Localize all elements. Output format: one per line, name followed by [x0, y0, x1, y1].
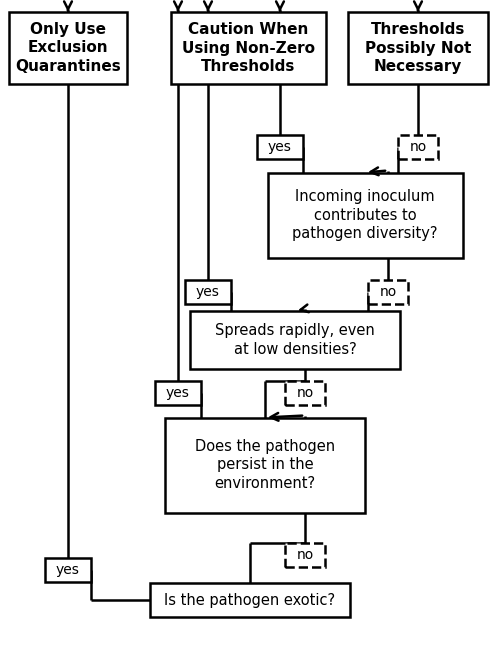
Text: Only Use
Exclusion
Quarantines: Only Use Exclusion Quarantines — [15, 22, 121, 74]
FancyBboxPatch shape — [368, 280, 408, 304]
Text: no: no — [296, 386, 314, 400]
Text: no: no — [296, 548, 314, 562]
FancyBboxPatch shape — [185, 280, 231, 304]
FancyBboxPatch shape — [398, 135, 438, 159]
Text: yes: yes — [166, 386, 190, 400]
Text: Spreads rapidly, even
at low densities?: Spreads rapidly, even at low densities? — [215, 323, 375, 357]
Text: yes: yes — [268, 140, 292, 154]
FancyBboxPatch shape — [257, 135, 303, 159]
Text: yes: yes — [56, 563, 80, 577]
FancyBboxPatch shape — [190, 311, 400, 369]
Text: Is the pathogen exotic?: Is the pathogen exotic? — [164, 593, 336, 608]
FancyBboxPatch shape — [155, 381, 201, 405]
FancyBboxPatch shape — [348, 12, 488, 84]
FancyBboxPatch shape — [150, 583, 350, 617]
FancyBboxPatch shape — [170, 12, 326, 84]
FancyBboxPatch shape — [45, 558, 91, 582]
Text: no: no — [409, 140, 427, 154]
Text: Caution When
Using Non-Zero
Thresholds: Caution When Using Non-Zero Thresholds — [181, 22, 315, 74]
Text: Does the pathogen
persist in the
environment?: Does the pathogen persist in the environ… — [195, 439, 335, 491]
FancyBboxPatch shape — [9, 12, 127, 84]
Text: Thresholds
Possibly Not
Necessary: Thresholds Possibly Not Necessary — [365, 22, 471, 74]
FancyBboxPatch shape — [285, 381, 325, 405]
Text: yes: yes — [196, 285, 220, 299]
FancyBboxPatch shape — [165, 417, 365, 512]
FancyBboxPatch shape — [285, 543, 325, 567]
Text: Incoming inoculum
contributes to
pathogen diversity?: Incoming inoculum contributes to pathoge… — [292, 189, 438, 241]
Text: no: no — [379, 285, 396, 299]
FancyBboxPatch shape — [267, 172, 463, 257]
